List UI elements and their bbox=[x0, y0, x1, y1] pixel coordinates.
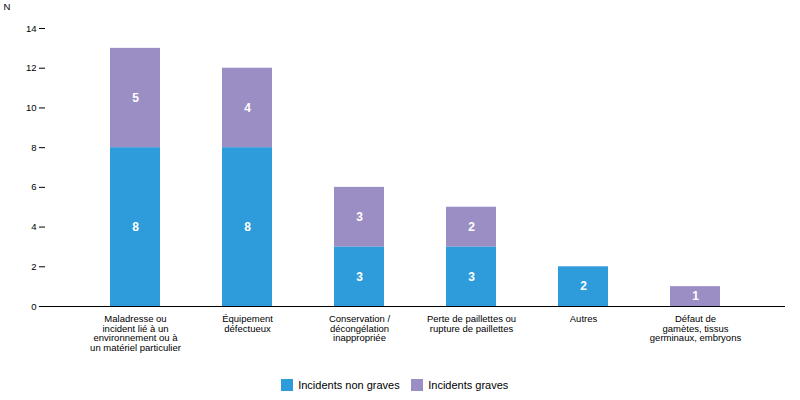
svg-text:8: 8 bbox=[244, 220, 251, 234]
svg-text:4: 4 bbox=[244, 101, 251, 115]
svg-text:3: 3 bbox=[468, 270, 475, 284]
svg-text:3: 3 bbox=[356, 210, 363, 224]
svg-text:0: 0 bbox=[31, 301, 36, 312]
svg-text:Maladresse ouincident lié à un: Maladresse ouincident lié à unenvironnem… bbox=[90, 313, 181, 353]
svg-text:5: 5 bbox=[132, 91, 139, 105]
svg-text:2: 2 bbox=[580, 279, 587, 293]
svg-text:6: 6 bbox=[31, 181, 36, 192]
svg-text:Autres: Autres bbox=[570, 313, 598, 324]
svg-text:12: 12 bbox=[26, 62, 37, 73]
svg-text:Conservation /décongélationina: Conservation /décongélationinappropriée bbox=[329, 313, 391, 343]
svg-text:3: 3 bbox=[356, 270, 363, 284]
svg-text:Équipementdéfectueux: Équipementdéfectueux bbox=[222, 313, 273, 334]
html-text:Incidents graves: Incidents graves bbox=[428, 378, 509, 391]
svg-text:4: 4 bbox=[31, 221, 36, 232]
svg-text:Défaut degamètes, tissusgermin: Défaut degamètes, tissusgerminaux, embry… bbox=[650, 313, 742, 343]
svg-text:2: 2 bbox=[468, 220, 475, 234]
html-text:Incidents non graves: Incidents non graves bbox=[298, 378, 400, 391]
svg-text:10: 10 bbox=[26, 102, 37, 113]
svg-text:Perte de paillettes ourupture: Perte de paillettes ourupture de paillet… bbox=[427, 313, 516, 334]
svg-text:14: 14 bbox=[26, 23, 37, 34]
svg-text:N: N bbox=[4, 1, 11, 12]
svg-text:8: 8 bbox=[132, 220, 139, 234]
svg-text:1: 1 bbox=[692, 289, 699, 303]
svg-text:8: 8 bbox=[31, 142, 36, 153]
svg-text:2: 2 bbox=[31, 261, 36, 272]
